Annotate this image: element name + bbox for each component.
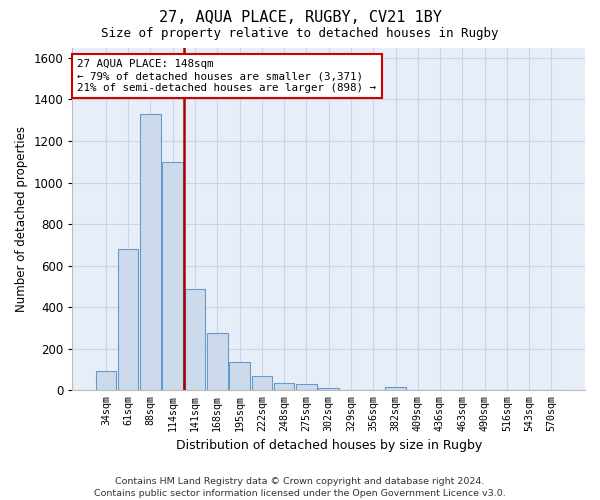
Bar — [207, 333, 227, 390]
Bar — [185, 288, 205, 390]
Text: Contains public sector information licensed under the Open Government Licence v3: Contains public sector information licen… — [94, 488, 506, 498]
Text: Contains HM Land Registry data © Crown copyright and database right 2024.: Contains HM Land Registry data © Crown c… — [115, 477, 485, 486]
Bar — [95, 370, 116, 390]
Bar — [385, 387, 406, 390]
X-axis label: Distribution of detached houses by size in Rugby: Distribution of detached houses by size … — [176, 440, 482, 452]
Text: 27 AQUA PLACE: 148sqm
← 79% of detached houses are smaller (3,371)
21% of semi-d: 27 AQUA PLACE: 148sqm ← 79% of detached … — [77, 60, 376, 92]
Bar — [140, 114, 161, 390]
Bar — [118, 249, 139, 390]
Bar — [229, 362, 250, 390]
Bar — [163, 162, 183, 390]
Bar — [251, 376, 272, 390]
Text: 27, AQUA PLACE, RUGBY, CV21 1BY: 27, AQUA PLACE, RUGBY, CV21 1BY — [158, 10, 442, 25]
Bar — [296, 384, 317, 390]
Y-axis label: Number of detached properties: Number of detached properties — [15, 126, 28, 312]
Bar — [274, 383, 295, 390]
Text: Size of property relative to detached houses in Rugby: Size of property relative to detached ho… — [101, 28, 499, 40]
Bar — [319, 388, 339, 390]
